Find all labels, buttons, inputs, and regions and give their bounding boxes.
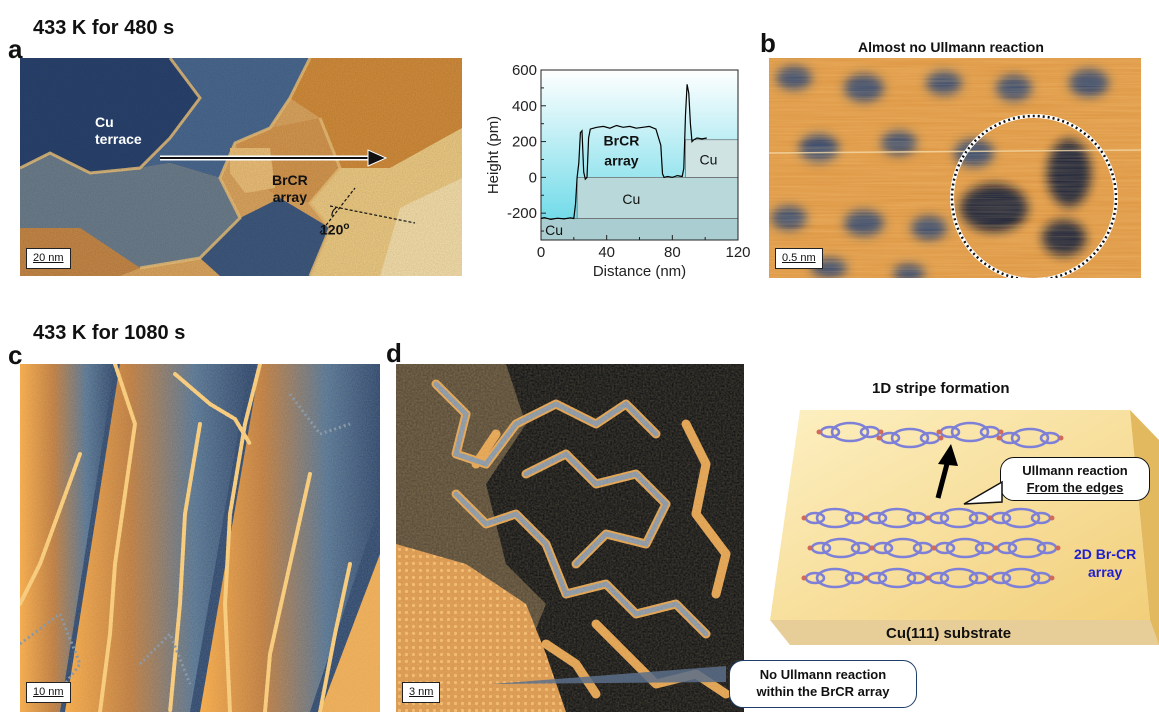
panel-b-title: Almost no Ullmann reaction bbox=[858, 39, 1044, 55]
region-label-cu-mid: Cu bbox=[622, 191, 640, 207]
brcr-array-line1: BrCR bbox=[272, 172, 308, 188]
array-label: 2D Br-CR array bbox=[1074, 545, 1136, 581]
height-profile-line bbox=[540, 84, 707, 221]
array-molecule bbox=[993, 537, 1061, 559]
panel-c-scale-bar: 10 nm bbox=[26, 682, 71, 703]
region-label-cu-high: Cu bbox=[699, 151, 717, 167]
panel-b-letter: b bbox=[760, 28, 776, 58]
panel-c-letter: c bbox=[8, 340, 23, 370]
region-label-cu-low: Cu bbox=[545, 222, 563, 238]
array-molecule bbox=[987, 507, 1055, 529]
panel-d-callout: No Ullmann reaction within the BrCR arra… bbox=[729, 660, 917, 708]
brcr-array-label: BrCR array bbox=[272, 172, 308, 206]
angle-degree: o bbox=[343, 221, 350, 232]
stripe-molecule bbox=[996, 427, 1064, 449]
panel-a-scale-bar: 20 nm bbox=[26, 248, 71, 269]
schematic-callout-pointer bbox=[963, 480, 1003, 505]
cu-high-block bbox=[685, 139, 739, 178]
brcr-array-line2: array bbox=[272, 189, 308, 205]
panel-a-stm-image bbox=[20, 58, 462, 276]
stripe-molecule bbox=[936, 421, 1004, 443]
x-axis-label: Distance (nm) bbox=[593, 263, 686, 280]
y-tick-label: 200 bbox=[512, 134, 537, 151]
schematic-title: 1D stripe formation bbox=[872, 380, 1010, 397]
cu-terrace-label: Cu terrace bbox=[95, 114, 142, 148]
array-molecule bbox=[987, 567, 1055, 589]
angle-value: 120 bbox=[320, 221, 344, 238]
schematic-diagram bbox=[760, 400, 1159, 660]
panel-d-letter: d bbox=[386, 338, 402, 368]
array-molecule bbox=[869, 537, 937, 559]
panel-a-title: 433 K for 480 s bbox=[33, 17, 175, 39]
panel-a-letter: a bbox=[8, 34, 23, 64]
panel-b-scale-bar: 0.5 nm bbox=[775, 248, 823, 269]
panel-d-callout-line2: within the BrCR array bbox=[756, 684, 890, 699]
stripe-molecule bbox=[816, 421, 884, 443]
panel-d-scale-bar: 3 nm bbox=[402, 682, 441, 703]
substrate-label: Cu(111) substrate bbox=[886, 625, 1012, 642]
panel-d-stm-image bbox=[396, 364, 744, 712]
region-label-brcr-1: BrCR bbox=[604, 133, 640, 149]
y-tick-label: 0 bbox=[529, 169, 537, 186]
y-tick-label: 400 bbox=[512, 98, 537, 115]
angle-label: 120o bbox=[320, 218, 349, 239]
cu-terrace-line2: terrace bbox=[95, 131, 142, 147]
array-molecule bbox=[801, 507, 869, 529]
x-tick-label: 0 bbox=[537, 244, 545, 261]
height-profile-chart: 600 400 200 0 -200 0 40 80 120 Cu Cu Cu BrCR array Dis… bbox=[468, 58, 753, 298]
schematic-callout: Ullmann reaction From the edges bbox=[1000, 457, 1150, 501]
cu-mid-block bbox=[576, 177, 739, 219]
cu-low-block bbox=[540, 218, 739, 241]
panel-b-stm-image bbox=[769, 58, 1141, 278]
y-axis-label: Height (pm) bbox=[485, 116, 502, 194]
stripe-molecule bbox=[876, 427, 944, 449]
x-tick-label: 120 bbox=[725, 244, 750, 261]
region-label-brcr-2: array bbox=[604, 152, 638, 168]
cu-terrace-line1: Cu bbox=[95, 114, 114, 130]
schematic-callout-line1: Ullmann reaction bbox=[1022, 463, 1128, 478]
array-label-line2: array bbox=[1087, 564, 1123, 580]
x-tick-label: 80 bbox=[664, 244, 681, 261]
schematic-callout-line2: From the edges bbox=[1026, 480, 1124, 495]
panel-c-stm-image bbox=[20, 364, 380, 712]
y-tick-label: 600 bbox=[512, 62, 537, 79]
panel-c-title: 433 K for 1080 s bbox=[33, 322, 186, 344]
x-tick-label: 40 bbox=[598, 244, 615, 261]
panel-d-callout-line1: No Ullmann reaction bbox=[759, 667, 887, 682]
y-tick-label: -200 bbox=[507, 205, 537, 222]
array-label-line1: 2D Br-CR bbox=[1074, 546, 1137, 562]
